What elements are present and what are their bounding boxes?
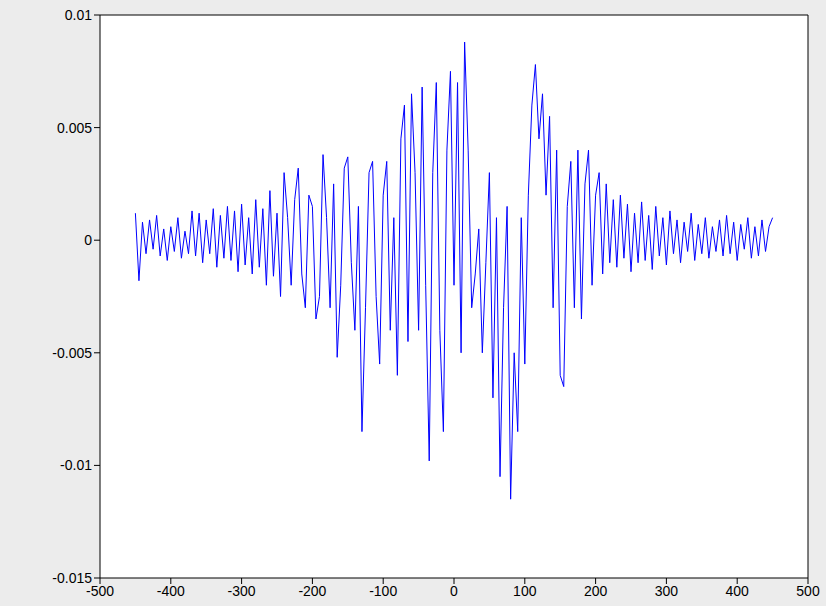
svg-text:-0.01: -0.01	[60, 457, 92, 473]
svg-text:-500: -500	[86, 582, 114, 599]
svg-text:300: 300	[655, 583, 679, 599]
svg-text:0.005: 0.005	[57, 120, 92, 136]
svg-text:0: 0	[84, 232, 92, 248]
svg-text:-100: -100	[369, 583, 397, 599]
svg-text:100: 100	[513, 583, 537, 599]
svg-text:400: 400	[726, 583, 750, 599]
svg-text:0.01: 0.01	[65, 7, 92, 23]
svg-text:-0.015: -0.015	[52, 570, 92, 586]
svg-text:-400: -400	[157, 583, 185, 599]
svg-text:500: 500	[796, 583, 820, 599]
svg-text:0: 0	[450, 583, 458, 599]
svg-text:-0.005: -0.005	[52, 345, 92, 361]
svg-text:-300: -300	[228, 583, 256, 599]
svg-text:200: 200	[584, 583, 608, 599]
svg-text:-200: -200	[298, 583, 326, 599]
